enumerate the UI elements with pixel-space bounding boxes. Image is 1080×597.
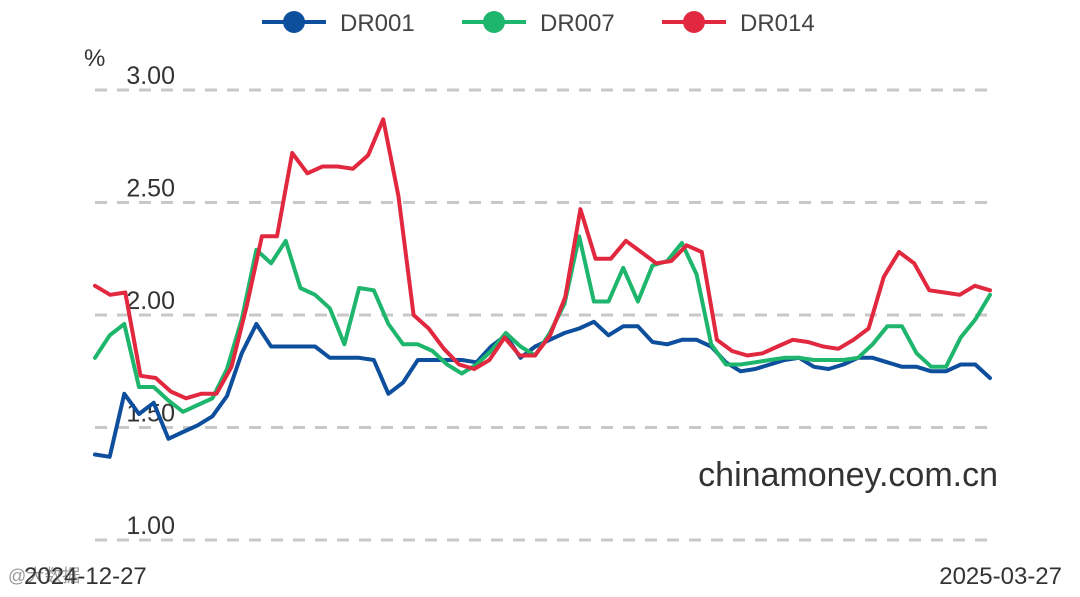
legend-label: DR007 xyxy=(540,10,615,37)
legend-marker xyxy=(483,11,505,33)
legend-label: DR001 xyxy=(340,10,415,37)
series-lines xyxy=(93,117,992,459)
legend-label: DR014 xyxy=(740,10,815,37)
corner-stamp: @大数据 xyxy=(8,566,80,586)
y-tick-label: 2.00 xyxy=(126,287,175,315)
y-tick-label: 2.50 xyxy=(126,175,175,203)
chart-legend: DR001 DR007 DR014 xyxy=(262,10,815,37)
x-end-date: 2025-03-27 xyxy=(939,563,1062,590)
watermark-text: chinamoney.com.cn xyxy=(698,456,998,494)
legend-marker xyxy=(683,11,705,33)
legend-item-dr007[interactable]: DR007 xyxy=(462,10,615,37)
y-axis-unit: % xyxy=(84,45,105,72)
y-tick-label: 3.00 xyxy=(126,62,175,90)
y-tick-label: 1.00 xyxy=(126,512,175,540)
legend-item-dr001[interactable]: DR001 xyxy=(262,10,415,37)
y-gridlines xyxy=(95,88,990,542)
legend-marker xyxy=(283,11,305,33)
x-start-date: 2024-12-27 xyxy=(24,563,147,590)
series-line-dr014 xyxy=(93,117,992,401)
y-axis-ticks: 3.002.502.001.501.00 xyxy=(126,62,175,540)
legend-item-dr014[interactable]: DR014 xyxy=(662,10,815,37)
